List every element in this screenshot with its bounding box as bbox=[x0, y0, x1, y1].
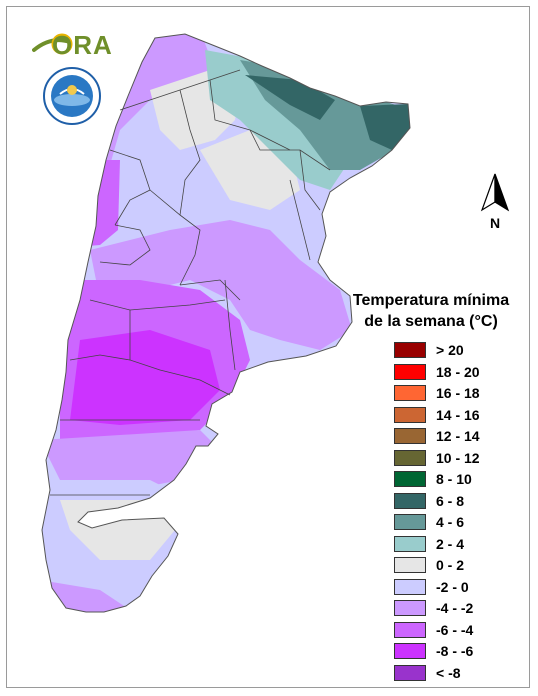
legend-swatch bbox=[394, 363, 426, 380]
province-borders bbox=[50, 69, 331, 496]
zone-6-8-ne bbox=[245, 75, 335, 120]
ora-swoosh-icon bbox=[32, 33, 73, 55]
legend-label: 14 - 16 bbox=[436, 406, 480, 423]
zone-minus4-minus2-center bbox=[90, 220, 352, 350]
north-arrow-label: N bbox=[490, 215, 500, 231]
legend-title-line2: de la semana (°C) bbox=[364, 313, 498, 330]
legend-label: 18 - 20 bbox=[436, 363, 480, 380]
legend-label: -6 - -4 bbox=[436, 621, 474, 638]
legend-swatch bbox=[394, 449, 426, 466]
ora-logo-text: ORA bbox=[52, 30, 113, 60]
legend: Temperatura mínima de la semana (°C) > 2… bbox=[340, 290, 522, 681]
legend-label: 12 - 14 bbox=[436, 428, 480, 444]
zone-minus4-minus2-south bbox=[42, 430, 220, 490]
legend-label: -8 - -6 bbox=[436, 643, 474, 659]
legend-swatch bbox=[394, 471, 426, 487]
legend-swatch bbox=[394, 406, 426, 423]
legend-swatch bbox=[394, 514, 426, 530]
country-outline bbox=[41, 33, 411, 613]
legend-label: 0 - 2 bbox=[436, 557, 465, 573]
legend-label: 8 - 10 bbox=[436, 471, 472, 487]
zone-minus6-minus4-west bbox=[42, 160, 120, 250]
zone-minus8-minus6 bbox=[70, 330, 220, 425]
legend-label: -4 - -2 bbox=[436, 600, 474, 616]
legend-swatch bbox=[394, 492, 426, 509]
legend-swatch bbox=[394, 578, 426, 595]
ora-logo: ORA bbox=[32, 28, 112, 62]
legend-swatch bbox=[394, 428, 426, 444]
legend-swatch bbox=[394, 664, 426, 681]
legend-swatch bbox=[394, 600, 426, 616]
legend-label: 4 - 6 bbox=[436, 514, 465, 530]
legend-label: > 20 bbox=[436, 342, 464, 358]
zone-2-4-ne bbox=[205, 50, 350, 190]
north-arrow-icon: N bbox=[480, 173, 510, 231]
legend-label: 10 - 12 bbox=[436, 449, 480, 466]
legend-label: -2 - 0 bbox=[436, 578, 469, 595]
legend-title-line1: Temperatura mínima bbox=[352, 292, 510, 309]
legend-label: 6 - 8 bbox=[436, 492, 465, 509]
legend-label: < -8 bbox=[436, 664, 461, 681]
legend-swatch bbox=[394, 342, 426, 358]
smn-seal-icon bbox=[43, 67, 101, 125]
zone-6-8-misiones bbox=[360, 104, 410, 150]
legend-swatch bbox=[394, 621, 426, 638]
legend-swatch bbox=[394, 643, 426, 659]
legend-swatch bbox=[394, 385, 426, 401]
legend-swatch bbox=[394, 535, 426, 552]
legend-label: 2 - 4 bbox=[436, 535, 465, 552]
legend-swatch bbox=[394, 557, 426, 573]
legend-label: 16 - 18 bbox=[436, 385, 480, 401]
